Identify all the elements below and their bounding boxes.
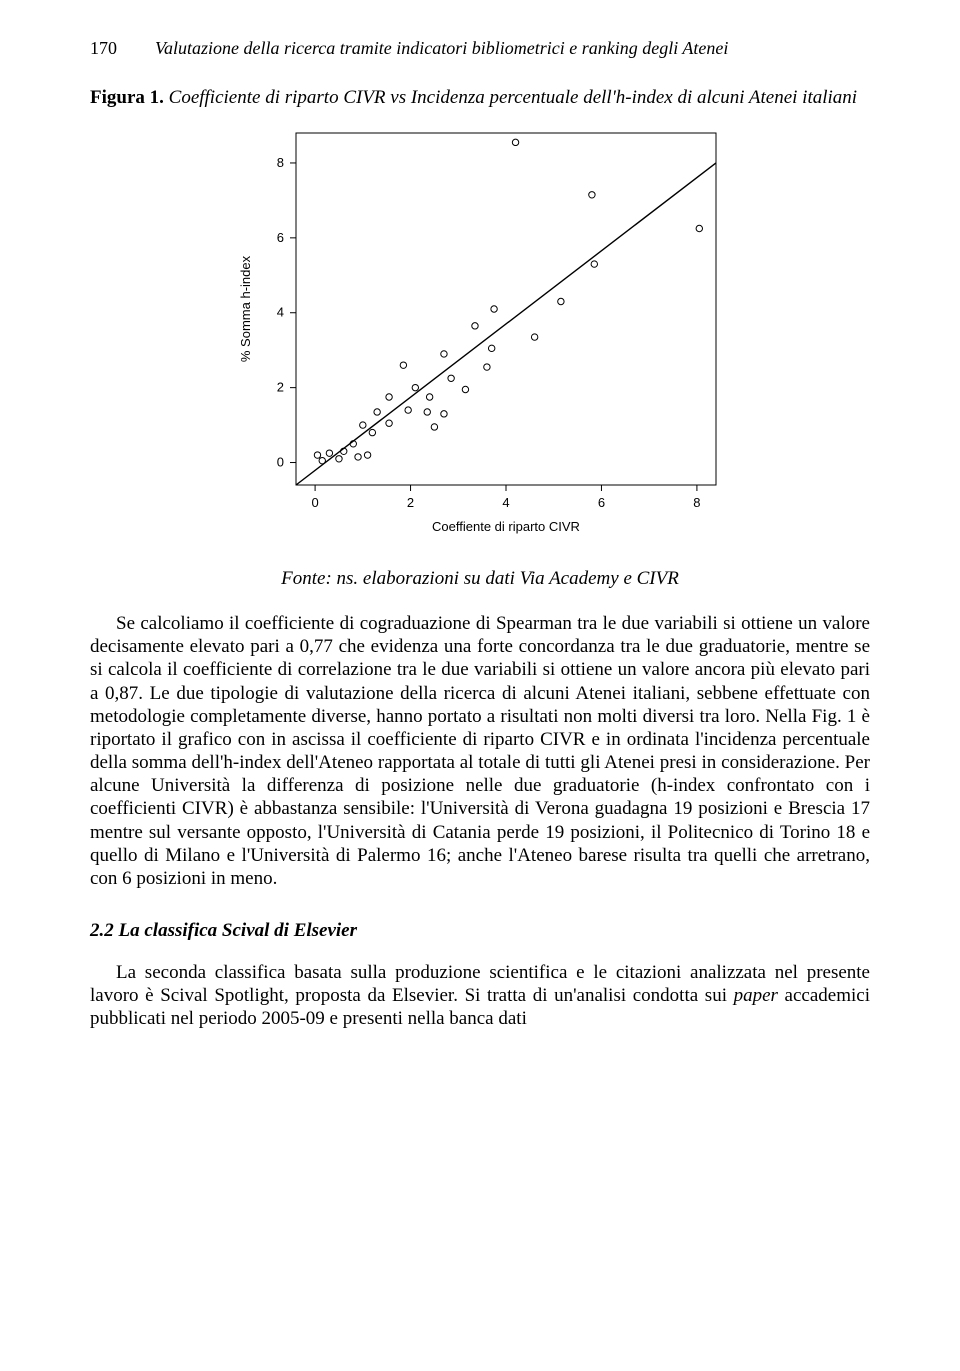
page-number: 170 <box>90 38 117 59</box>
svg-text:8: 8 <box>693 495 700 510</box>
figure-source: Fonte: ns. elaborazioni su dati Via Acad… <box>90 568 870 590</box>
running-header: 170 Valutazione della ricerca tramite in… <box>90 38 870 59</box>
svg-text:4: 4 <box>502 495 509 510</box>
svg-text:0: 0 <box>311 495 318 510</box>
paragraph-1: Se calcoliamo il coefficiente di cogradu… <box>90 612 870 890</box>
svg-text:Coeffiente di riparto CIVR: Coeffiente di riparto CIVR <box>432 519 580 534</box>
svg-text:6: 6 <box>277 230 284 245</box>
paragraph-2: La seconda classifica basata sulla produ… <box>90 961 870 1031</box>
figure-caption: Figura 1. Coefficiente di riparto CIVR v… <box>90 87 870 109</box>
svg-text:0: 0 <box>277 455 284 470</box>
running-title: Valutazione della ricerca tramite indica… <box>155 38 728 59</box>
svg-text:% Somma h-index: % Somma h-index <box>238 255 253 362</box>
svg-text:8: 8 <box>277 155 284 170</box>
svg-text:6: 6 <box>598 495 605 510</box>
figure-label-italic: Coefficiente di riparto CIVR vs Incidenz… <box>164 87 857 108</box>
svg-text:2: 2 <box>277 380 284 395</box>
scatter-svg: 0 2 4 6 8 0 2 4 6 8 Coeffiente di riparto CIVR % So… <box>220 117 740 557</box>
section-heading: 2.2 La classifica Scival di Elsevier <box>90 920 870 942</box>
svg-text:4: 4 <box>277 305 284 320</box>
figure-label-bold: Figura 1. <box>90 87 164 108</box>
scatter-chart: 0 2 4 6 8 0 2 4 6 8 Coeffiente di riparto CIVR % So… <box>90 117 870 562</box>
svg-text:2: 2 <box>407 495 414 510</box>
paragraph2-italic: paper <box>734 985 778 1006</box>
